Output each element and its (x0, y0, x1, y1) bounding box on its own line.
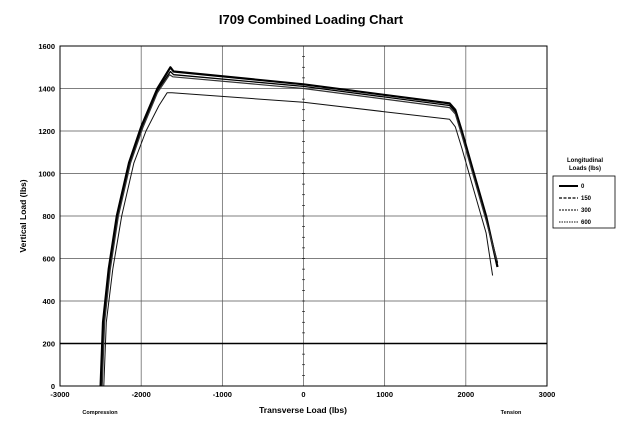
x-tick-label: -1000 (213, 390, 232, 399)
x-tick-label: 1000 (376, 390, 393, 399)
y-tick-labels: 0 200 400 600 800 1000 1200 1400 1600 (38, 42, 55, 391)
series-line-300 (101, 74, 498, 387)
legend-label-300: 300 (581, 208, 592, 214)
y-tick-label: 0 (51, 382, 55, 391)
y-tick-label: 1000 (38, 170, 55, 179)
chart-title: I709 Combined Loading Chart (219, 12, 404, 27)
x-axis-label: Transverse Load (lbs) (259, 405, 347, 415)
tension-note: Tension (501, 410, 522, 416)
y-tick-label: 400 (42, 297, 55, 306)
y-tick-label: 1400 (38, 85, 55, 94)
y-tick-label: 800 (42, 212, 55, 221)
legend-label-600: 600 (581, 220, 592, 226)
y-tick-label: 1600 (38, 42, 55, 51)
y-axis-label: Vertical Load (lbs) (18, 179, 28, 252)
x-tick-label: 3000 (539, 390, 556, 399)
legend-title-line1: Longitudinal (567, 158, 603, 164)
x-tick-label: 0 (301, 390, 305, 399)
y-tick-label: 600 (42, 255, 55, 264)
x-tick-label: 2000 (457, 390, 474, 399)
x-tick-labels: -3000 -2000 -1000 0 1000 2000 3000 (50, 390, 555, 399)
legend: Longitudinal Loads (lbs) 0 150 300 600 (552, 158, 616, 229)
legend-box (552, 175, 616, 229)
legend-title-line2: Loads (lbs) (569, 166, 601, 172)
grid-lines (59, 45, 548, 387)
x-tick-label: -3000 (50, 390, 69, 399)
series-lines (99, 66, 499, 387)
plot-frame (59, 45, 548, 387)
legend-label-0: 0 (581, 184, 585, 190)
x-tick-label: -2000 (132, 390, 151, 399)
compression-note: Compression (82, 410, 118, 416)
series-line-600 (103, 92, 494, 387)
legend-items: 0 150 300 600 (559, 184, 592, 226)
y-tick-label: 200 (42, 340, 55, 349)
legend-label-150: 150 (581, 196, 592, 202)
y-tick-label: 1200 (38, 127, 55, 136)
